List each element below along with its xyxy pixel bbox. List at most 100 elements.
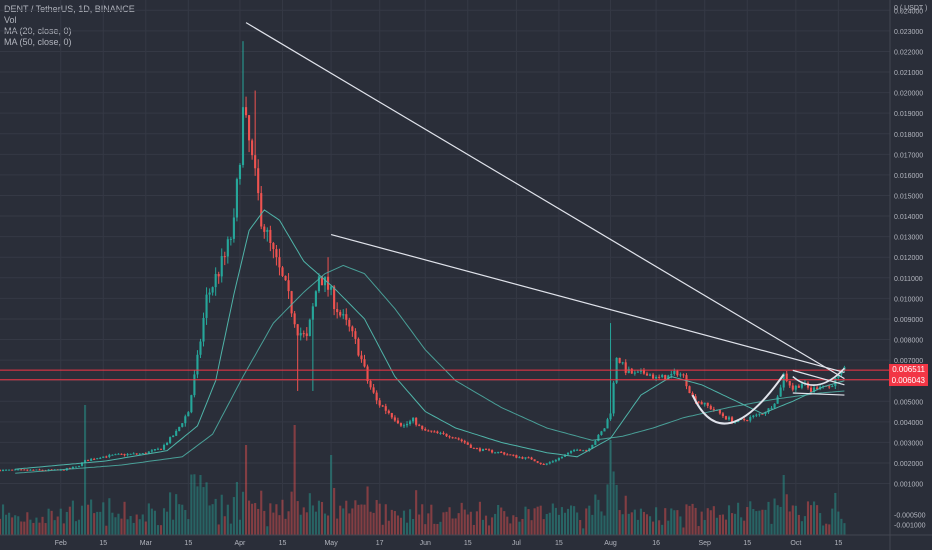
volume-bar [524, 506, 527, 535]
volume-bar [217, 524, 220, 535]
overlays [0, 22, 890, 474]
volume-bar [117, 513, 120, 535]
candle-body [521, 457, 524, 459]
volume-bar [156, 525, 160, 535]
volume-bar [96, 511, 99, 535]
volume-bar [281, 499, 284, 535]
volume-bar [378, 503, 381, 535]
volume-bar [427, 513, 430, 535]
candle-body [175, 431, 178, 436]
volume-bar [627, 513, 630, 535]
candle-body [296, 324, 299, 336]
volume-bar [484, 515, 488, 535]
candle-body [585, 450, 588, 452]
trendline [792, 369, 845, 386]
candle-body [193, 374, 196, 396]
volume-bar [396, 515, 399, 535]
candle-body [439, 432, 442, 434]
candle-body [399, 423, 403, 426]
time-tick-label: Apr [235, 540, 247, 547]
candle-body [232, 217, 235, 239]
volume-bar [56, 516, 59, 535]
volume-bar [402, 510, 406, 535]
candle-body [223, 256, 226, 258]
price-tick-label: 0.010000 [894, 296, 923, 303]
candle-body [667, 375, 670, 380]
candle-body [47, 469, 50, 471]
volume-bar [381, 524, 384, 535]
volume-bar [676, 510, 679, 535]
volume-bar [284, 518, 287, 535]
candle-body [396, 420, 399, 424]
candle-body [418, 424, 421, 426]
volume-bar [320, 501, 324, 535]
legend-symbol: DENT / TetherUS, 1D, BINANCE [4, 4, 135, 14]
candle-body [96, 458, 99, 460]
candle-body [551, 461, 554, 463]
candle-body [187, 412, 190, 417]
volume-bar [241, 491, 245, 535]
candle-body [658, 376, 661, 378]
volume-bar [323, 513, 327, 535]
volume-bar [840, 518, 843, 535]
candle-body [533, 459, 536, 462]
candle-body [105, 456, 108, 458]
candle-body [648, 374, 652, 376]
candle-body [782, 373, 785, 388]
volume-bar [542, 519, 545, 535]
candle-body [172, 435, 175, 438]
volume-bar [618, 510, 621, 535]
candle-body [384, 406, 387, 411]
volume-bar [819, 513, 822, 535]
candle-body [366, 366, 369, 382]
candle-body [229, 238, 232, 240]
candle-body [828, 386, 831, 388]
volume-bar [342, 508, 345, 535]
candle-body [527, 457, 530, 459]
volume-bar [679, 516, 682, 535]
price-tick-label: 0.014000 [894, 214, 923, 221]
volume-bar [445, 511, 448, 535]
candle-body [712, 409, 715, 411]
candle-body [594, 441, 597, 445]
volume-bar [80, 505, 84, 535]
volume-bar [132, 522, 135, 535]
volume-bar [630, 512, 633, 535]
volume-bar [724, 519, 728, 535]
candle-body [129, 453, 132, 455]
volume-bar [172, 519, 175, 535]
volume-bar [196, 486, 199, 535]
volume-bar [661, 524, 664, 535]
volume-bar [658, 520, 661, 535]
candle-body [445, 433, 448, 437]
volume-bar [62, 523, 65, 535]
candle-body [390, 413, 393, 418]
volume-bar [23, 521, 26, 535]
candle-body [718, 409, 721, 414]
volume-bar [211, 504, 214, 535]
candle-body [405, 423, 409, 426]
volume-bar [779, 506, 782, 535]
volume-bar [740, 517, 743, 535]
volume-bar [652, 521, 655, 535]
volume-bar [682, 527, 685, 535]
candle-body [409, 421, 412, 424]
volume-bar [409, 509, 412, 535]
volume-bar [527, 509, 530, 535]
time-tick-label: 15 [464, 540, 472, 547]
volume-bar [752, 509, 755, 535]
volume-bar [588, 505, 591, 535]
candle-body [93, 458, 96, 460]
volume-bar [609, 440, 612, 535]
volume-bar [533, 508, 536, 535]
candle-body [831, 386, 834, 388]
candle-body [348, 319, 351, 327]
candle-body [809, 387, 813, 392]
volume-bar [600, 511, 603, 535]
volume-bar [433, 523, 436, 535]
candle-body [41, 469, 44, 471]
volume-bar [803, 516, 807, 535]
candle-body [816, 387, 819, 390]
volume-bar [35, 517, 38, 535]
